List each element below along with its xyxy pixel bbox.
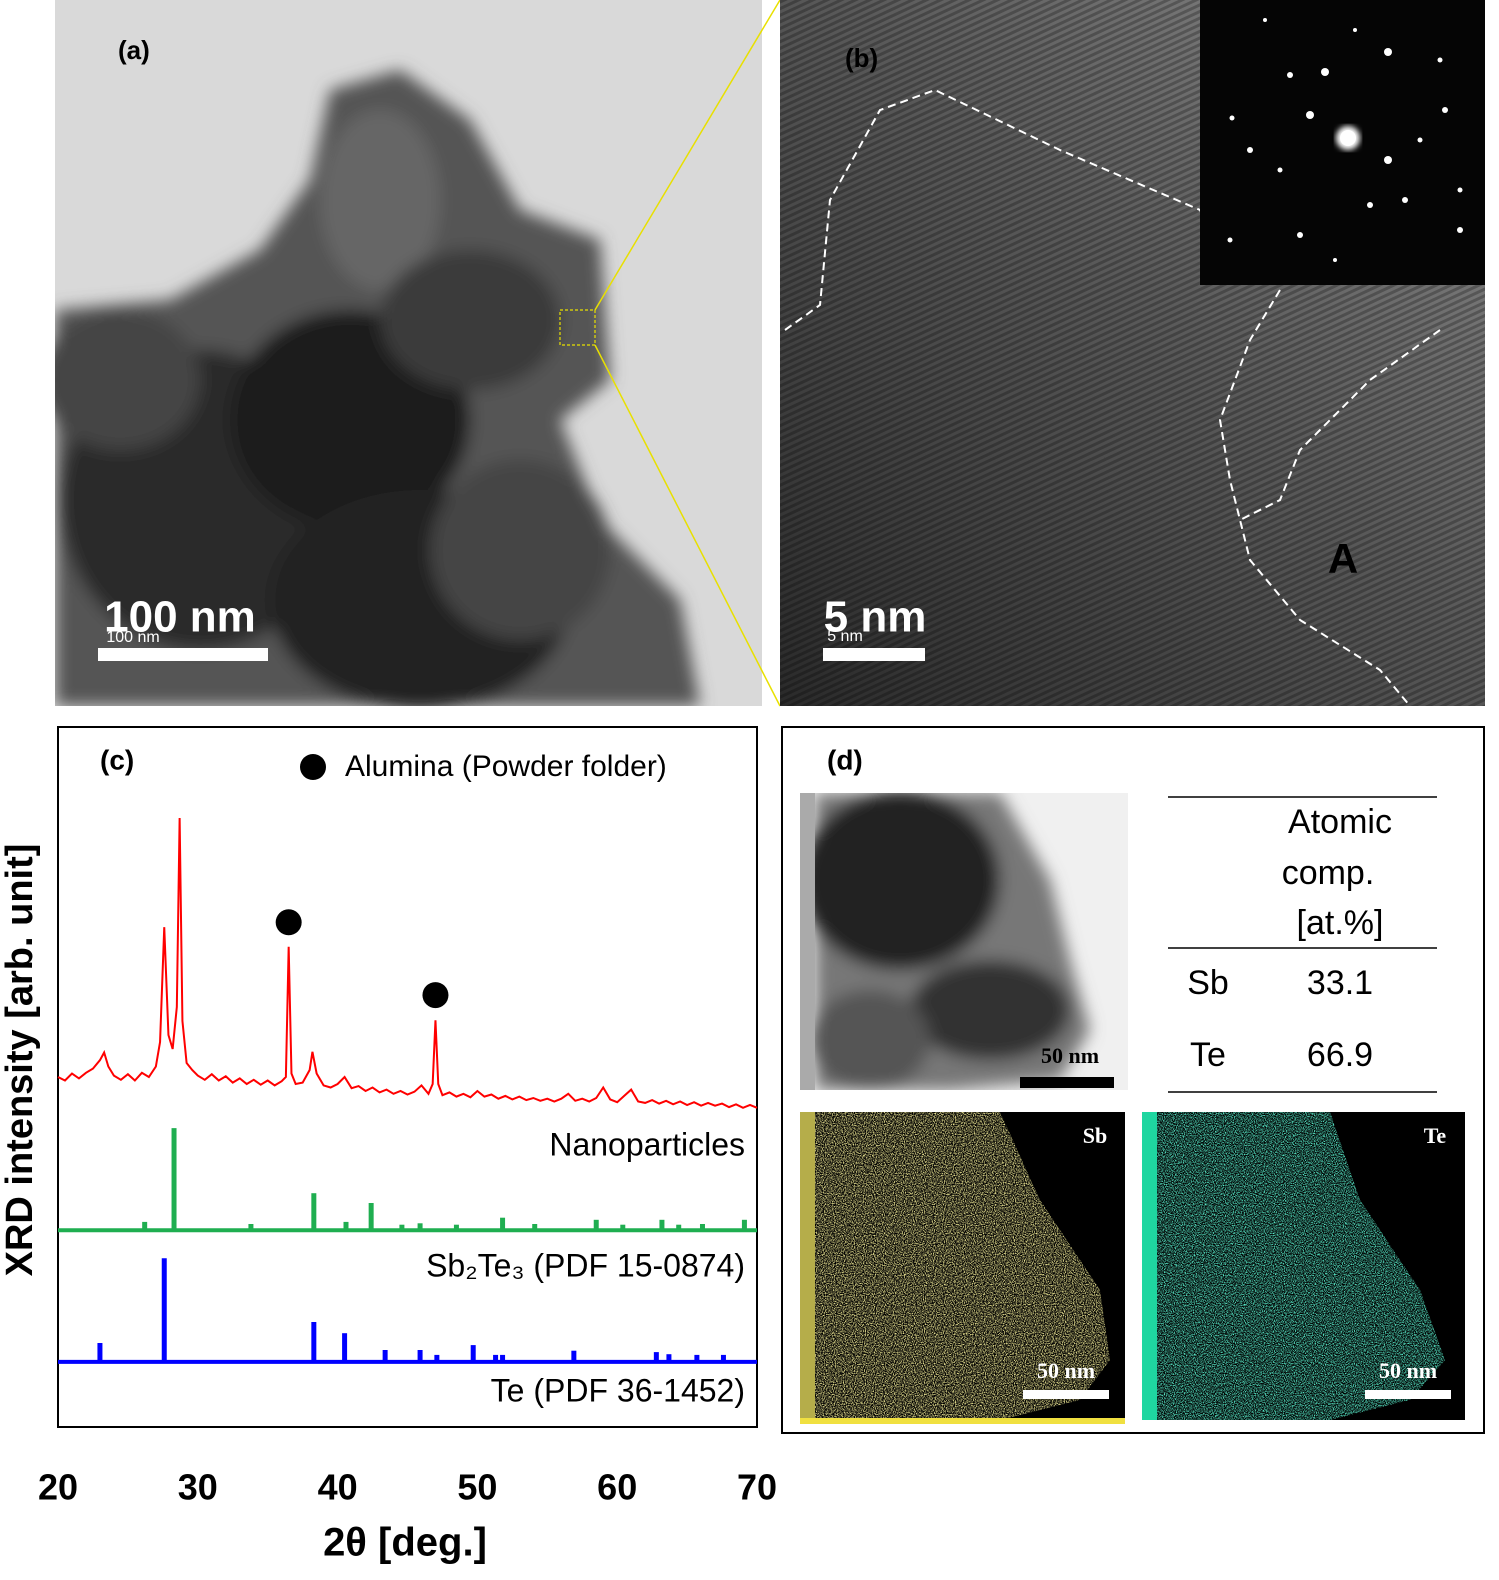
- scale-bar-label: 5 nm: [824, 593, 927, 642]
- x-axis-label: 2θ [deg.]: [323, 1521, 487, 1565]
- scale-bar-label-small: 100 nm: [106, 629, 159, 646]
- panel-frame: [781, 726, 1485, 1434]
- xrd-trace: [57, 817, 758, 1109]
- te-map: [1142, 1112, 1465, 1420]
- series-label: Sb₂Te₃ (PDF 15-0874): [426, 1247, 745, 1283]
- zoom-line: [594, 0, 781, 311]
- panel-label: (b): [845, 43, 878, 73]
- scale-bar-label: 50 nm: [1037, 1358, 1095, 1383]
- table-cell: 33.1: [1307, 964, 1373, 1002]
- x-tick-label: 40: [318, 1467, 358, 1508]
- table-cell: Sb: [1187, 964, 1229, 1002]
- table-cell: Te: [1190, 1036, 1226, 1074]
- scale-bar: [1365, 1390, 1451, 1399]
- panel-label: (a): [118, 35, 150, 65]
- alumina-marker: [275, 909, 302, 936]
- table-header: [at.%]: [1297, 904, 1384, 942]
- alumina-marker: [422, 982, 449, 1009]
- scale-bar: [823, 648, 925, 661]
- panel-a-image: [55, 0, 762, 706]
- x-tick-label: 30: [178, 1467, 218, 1508]
- scale-bar: [98, 648, 268, 661]
- scale-bar-label: 50 nm: [1379, 1358, 1437, 1383]
- scale-bar-label: 100 nm: [104, 593, 256, 642]
- map-label: Sb: [1083, 1123, 1107, 1148]
- panel-label: (c): [100, 744, 134, 775]
- scale-bar-label: 50 nm: [1041, 1043, 1099, 1068]
- scale-bar: [1023, 1390, 1109, 1399]
- x-tick-label: 50: [457, 1467, 497, 1508]
- map-label: Te: [1424, 1123, 1447, 1148]
- colorbar: [800, 793, 815, 1090]
- scale-bar: [1020, 1077, 1114, 1088]
- x-tick-label: 20: [38, 1467, 78, 1508]
- scale-bar-label-small: 5 nm: [827, 628, 863, 645]
- table-cell: 66.9: [1307, 1036, 1373, 1074]
- x-tick-label: 60: [597, 1467, 637, 1508]
- region-label: A: [1328, 535, 1358, 582]
- y-axis-label: XRD intensity [arb. unit]: [0, 844, 41, 1277]
- panel-d-image: [815, 793, 1128, 1090]
- table-header: comp.: [1282, 854, 1375, 892]
- panel-b-image: [780, 0, 1485, 707]
- legend-marker: [300, 754, 326, 780]
- zoom-line: [594, 344, 781, 707]
- series-label: Te (PDF 36-1452): [491, 1372, 745, 1408]
- xrd-chart: (c) 2θ [deg.] XRD intensity [arb. unit] …: [0, 726, 758, 1565]
- table-header: Atomic: [1288, 803, 1392, 841]
- panel-label: (d): [827, 744, 863, 775]
- x-tick-label: 70: [737, 1467, 777, 1508]
- sb-map: [800, 1112, 1125, 1424]
- legend-label: Alumina (Powder folder): [345, 750, 667, 783]
- series-label: Nanoparticles: [549, 1126, 745, 1162]
